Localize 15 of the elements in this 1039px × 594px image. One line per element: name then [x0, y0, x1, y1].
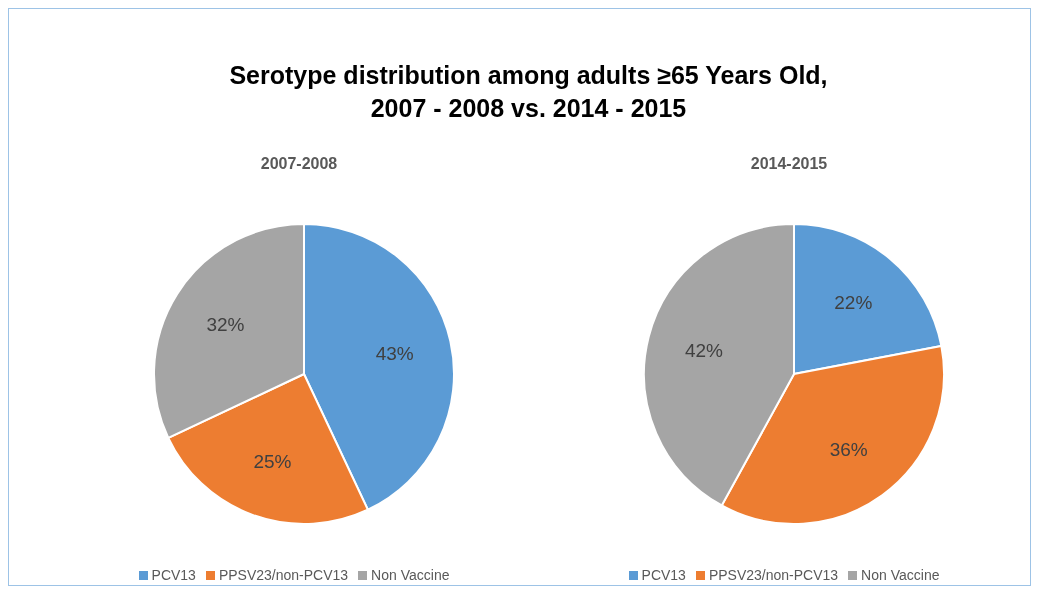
legend-label: PCV13 [641, 567, 686, 583]
chart-title: 2014-2015 [749, 155, 829, 173]
legend-label: PCV13 [151, 567, 196, 583]
data-label: 25% [253, 451, 292, 472]
data-label: 22% [834, 291, 873, 313]
data-label: 32% [206, 313, 245, 335]
data-label: 42% [684, 340, 724, 362]
chart-title: 2007-2008 [259, 155, 339, 173]
data-label: 43% [375, 343, 414, 365]
text: Serotype distribution among adults ≥65 Years Old, 2007 - 2008 vs. 2014 - 2015 [228, 60, 829, 124]
legend-label: Non Vaccine [371, 567, 450, 583]
legend-label: PPSV23/non-PCV13 [218, 567, 349, 583]
legend-label: PPSV23/non-PCV13 [708, 567, 839, 583]
data-label: 36% [829, 438, 868, 460]
legend-label: Non Vaccine [861, 567, 940, 583]
